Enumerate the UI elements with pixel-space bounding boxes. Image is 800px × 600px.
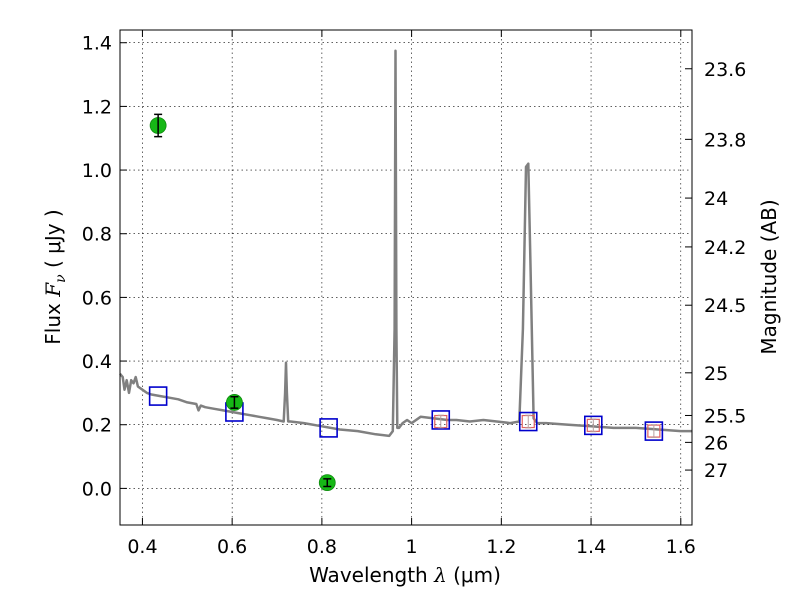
x-tick-label: 1.2 [486,536,516,558]
magnitude-tick-label: 24 [704,188,728,210]
markers-layer [148,113,664,492]
x-tick-label: 0.4 [127,536,157,558]
tick-marks [120,30,692,525]
model-photometry-square [518,411,538,432]
model-spectrum-layer [119,49,692,438]
y-tick-label: 0.0 [82,478,112,500]
x-tick-label: 0.6 [217,536,247,558]
model-photometry-square [148,386,168,406]
magnitude-tick-label: 23.8 [704,129,746,151]
x-tick-label: 1.4 [576,536,606,558]
model-photometry-square [319,418,338,438]
y-axis-label: Flux Fν ( μJy ) [41,209,69,344]
x-axis-label: Wavelength λ (μm) [309,563,501,587]
y-tick-label: 0.4 [82,351,112,373]
magnitude-axis-label: Magnitude (AB) [757,199,781,354]
y-tick-label: 1.0 [82,160,112,182]
magnitude-tick-label: 24.2 [704,237,746,259]
plot-frame [119,29,693,526]
magnitude-tick-label: 25 [704,363,728,385]
y-tick-label: 1.2 [82,96,112,118]
magnitude-tick-label: 24.5 [704,295,746,317]
y-tick-label: 0.8 [82,224,112,246]
grid-lines [120,30,692,525]
y-tick-label: 0.6 [82,287,112,309]
x-tick-label: 0.8 [307,536,337,558]
model-spectrum-line [119,49,692,438]
model-photometry-square [584,415,603,436]
magnitude-tick-label: 27 [704,460,728,482]
y-tick-label: 0.2 [82,415,112,437]
magnitude-tick-label: 25.5 [704,405,746,427]
tick-labels: 0.4 0.6 0.8 1 1.2 1.4 1.6 0.0 0.2 0.4 0.6 0.8 1.0 1.2… [82,33,747,558]
model-photometry-square [644,421,664,441]
magnitude-tick-label: 23.6 [704,59,746,81]
magnitude-tick-label: 26 [704,432,728,454]
x-tick-label: 1.6 [666,536,696,558]
model-photometry-square [431,410,451,430]
y-tick-label: 1.4 [82,33,112,55]
x-tick-label: 1 [406,536,418,558]
